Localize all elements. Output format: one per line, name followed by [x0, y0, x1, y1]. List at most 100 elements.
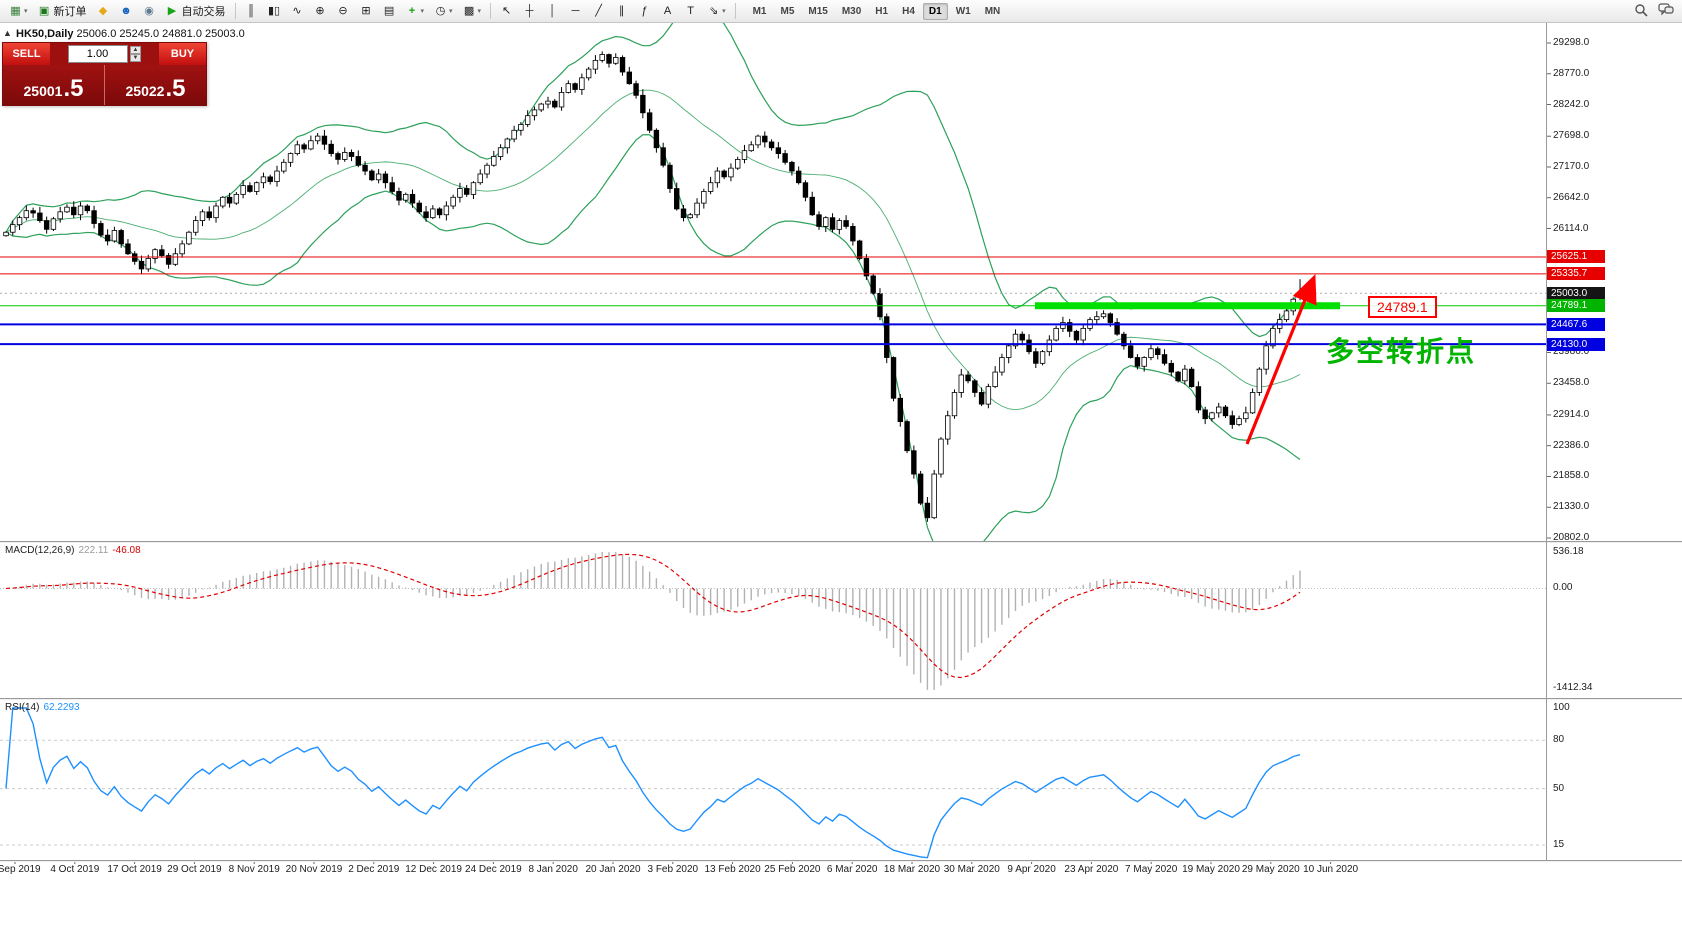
- date-axis-label: 13 Feb 2020: [704, 864, 761, 875]
- price-axis-label: 23986.0: [1553, 346, 1590, 358]
- new-chart-dropdown-icon[interactable]: ▾: [24, 8, 28, 15]
- text-label-icon: T: [687, 4, 694, 17]
- text-button[interactable]: A: [657, 1, 678, 22]
- rsi-axis-label: 80: [1553, 734, 1565, 746]
- new-order-label: 新订单: [53, 6, 87, 18]
- buy-price[interactable]: 25022 .5: [125, 75, 186, 102]
- pane-separator-rsi[interactable]: [0, 698, 1682, 700]
- macd-label: MACD(12,26,9) 222.11 -46.08: [5, 545, 141, 556]
- sell-button[interactable]: SELL: [3, 43, 50, 65]
- chart-title: HK50,Daily 25006.0 25245.0 24881.0 25003…: [16, 28, 245, 40]
- arrange-windows-icon: ▤: [383, 4, 395, 17]
- rsi-axis-label: 50: [1553, 782, 1565, 794]
- sell-price[interactable]: 25001 .5: [23, 75, 84, 102]
- fibonacci-button[interactable]: ƒ: [634, 1, 655, 22]
- timeframe-W1[interactable]: W1: [955, 5, 971, 17]
- indicators-button[interactable]: + ▾: [402, 1, 429, 22]
- macd-axis-min: -1412.34: [1553, 682, 1593, 693]
- date-axis-label: 2 Dec 2019: [348, 864, 400, 875]
- autotrading-icon: ▶: [167, 4, 177, 17]
- line-chart-mode-button[interactable]: ∿: [287, 1, 308, 22]
- trendline-icon: ╱: [595, 4, 602, 17]
- timeframe-MN[interactable]: MN: [984, 5, 1001, 17]
- metaeditor-button[interactable]: ◆: [93, 1, 114, 22]
- date-axis-label: 8 Jan 2020: [528, 864, 578, 875]
- price-axis-label: 23458.0: [1553, 377, 1590, 389]
- new-order-button[interactable]: ▣ 新订单: [34, 1, 91, 22]
- arrows-button[interactable]: ⇘ ▾: [703, 1, 730, 22]
- date-axis-label: 20 Jan 2020: [585, 864, 641, 875]
- trendline-button[interactable]: ╱: [588, 1, 609, 22]
- date-axis-label: 29 May 2020: [1241, 864, 1300, 875]
- zoom-out-icon: ⊖: [338, 4, 348, 17]
- price-axis-label: 26114.0: [1553, 222, 1589, 234]
- date-axis-label: 8 Nov 2019: [228, 864, 280, 875]
- tile-windows-icon: ⊞: [361, 4, 371, 17]
- timeframe-D1[interactable]: D1: [922, 2, 948, 20]
- search-icon[interactable]: [1634, 3, 1648, 22]
- horizontal-line-button[interactable]: ─: [565, 1, 586, 22]
- date-axis-label: 10 Jun 2020: [1303, 864, 1359, 875]
- timeframe-M5[interactable]: M5: [780, 5, 795, 17]
- community-icon: ☻: [120, 4, 132, 17]
- pane-separator-macd[interactable]: [0, 541, 1682, 543]
- date-axis-label: 17 Oct 2019: [107, 864, 162, 875]
- vertical-line-button[interactable]: │: [542, 1, 563, 22]
- rsi-axis-label: 100: [1553, 702, 1570, 713]
- price-tag: 25003.0: [1547, 286, 1605, 300]
- volume-up-button[interactable]: ▲: [129, 46, 142, 54]
- indicators-dropdown-icon[interactable]: ▾: [420, 8, 425, 15]
- price-axis-border: [1546, 23, 1547, 860]
- timeframe-H4[interactable]: H4: [902, 5, 915, 17]
- timeframe-M1[interactable]: M1: [752, 5, 767, 17]
- date-axis-label: 3 Sep 2019: [0, 864, 41, 875]
- price-tag: 24789.1: [1547, 299, 1605, 313]
- candlestick-mode-button[interactable]: ▮▯: [264, 1, 285, 22]
- zoom-in-button[interactable]: ⊕: [310, 1, 331, 22]
- templates-button[interactable]: ▩ ▾: [459, 1, 486, 22]
- candlestick-mode-icon: ▮▯: [267, 4, 281, 17]
- templates-icon: ▩: [463, 4, 475, 17]
- price-axis-label: 26642.0: [1553, 191, 1590, 203]
- channel-button[interactable]: ∥: [611, 1, 632, 22]
- date-axis-label: 6 Mar 2020: [826, 864, 878, 875]
- periods-button[interactable]: ◷ ▾: [430, 1, 457, 22]
- date-axis-label: 25 Feb 2020: [764, 864, 821, 875]
- channel-icon: ∥: [618, 4, 625, 17]
- volume-down-button[interactable]: ▼: [129, 54, 142, 62]
- text-label-button[interactable]: T: [680, 1, 701, 22]
- new-chart-button[interactable]: ▦ ▾: [5, 1, 32, 22]
- buy-button[interactable]: BUY: [159, 43, 206, 65]
- time-axis-border: [0, 860, 1682, 862]
- bar-chart-mode-icon: ║: [247, 4, 255, 17]
- volume-input[interactable]: [67, 45, 128, 63]
- autotrading-label: 自动交易: [181, 6, 226, 18]
- timeframe-H1[interactable]: H1: [875, 5, 889, 17]
- periods-dropdown-icon[interactable]: ▾: [449, 8, 453, 15]
- volume-field-wrap: ▲ ▼: [50, 43, 159, 65]
- trend-note-text[interactable]: 多空转折点: [1326, 336, 1477, 367]
- level-price-label[interactable]: 24789.1: [1368, 296, 1437, 318]
- arrange-windows-button[interactable]: ▤: [379, 1, 400, 22]
- timeframe-M15[interactable]: M15: [808, 5, 828, 17]
- arrows-dropdown-icon[interactable]: ▾: [722, 8, 726, 15]
- autotrading-button[interactable]: ▶ 自动交易: [162, 1, 230, 22]
- price-axis-label: 20802.0: [1553, 532, 1590, 543]
- tile-windows-button[interactable]: ⊞: [356, 1, 377, 22]
- cursor-button[interactable]: ↖: [496, 1, 517, 22]
- chat-icon[interactable]: [1658, 3, 1674, 22]
- help-button[interactable]: ◉: [139, 1, 160, 22]
- cursor-icon: ↖: [501, 4, 512, 17]
- one-click-collapse-button[interactable]: ▲: [3, 28, 12, 38]
- zoom-out-button[interactable]: ⊖: [333, 1, 354, 22]
- price-tag: 25625.1: [1547, 250, 1605, 264]
- text-icon: A: [663, 4, 672, 17]
- crosshair-button[interactable]: ┼: [519, 1, 540, 22]
- date-axis-label: 20 Nov 2019: [285, 864, 343, 875]
- timeframe-M30[interactable]: M30: [841, 5, 862, 17]
- bar-chart-mode-button[interactable]: ║: [241, 1, 262, 22]
- community-button[interactable]: ☻: [116, 1, 137, 22]
- templates-dropdown-icon[interactable]: ▾: [477, 8, 482, 15]
- macd-histogram: [12, 552, 1301, 690]
